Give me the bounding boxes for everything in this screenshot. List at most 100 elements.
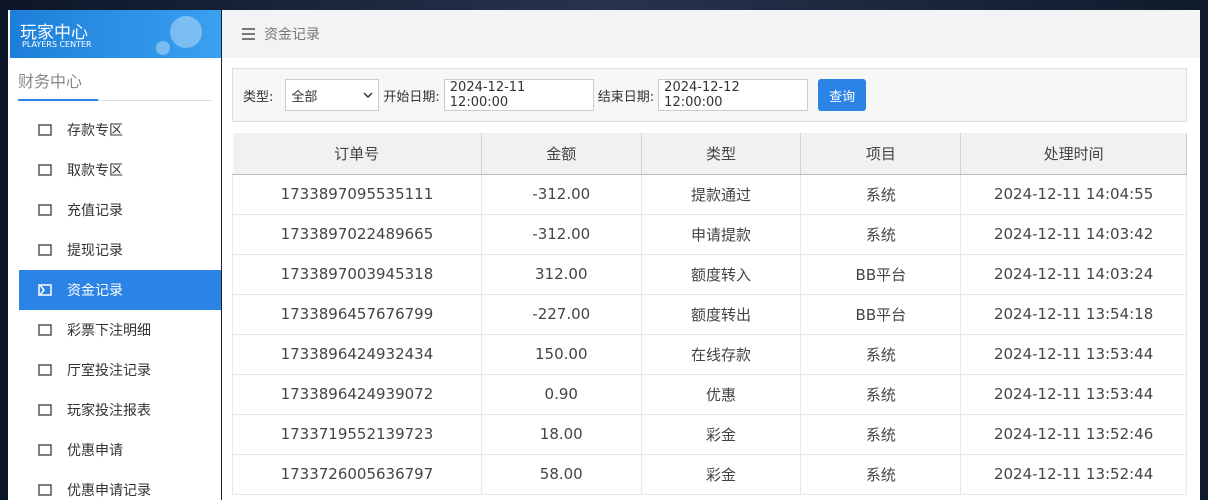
menu-item[interactable]: 资金记录	[19, 270, 221, 310]
menu-item[interactable]: 存款专区	[19, 110, 221, 150]
end-value: 2024-12-12 12:00:00	[664, 80, 740, 110]
menu-text: 资金记录	[67, 283, 123, 299]
table-cell: 彩金	[640, 413, 802, 455]
main: 资金记录 类型: 全部 开始日期: 2024-12-11 12:00:00 结束…	[222, 10, 1200, 500]
table-cell: 系统	[800, 373, 962, 415]
table-cell: 1733726005636797	[232, 453, 482, 495]
table-cell: -312.00	[480, 213, 642, 255]
menu-item[interactable]: 提现记录	[19, 230, 221, 270]
end-input[interactable]: 2024-12-12 12:00:00	[658, 79, 809, 111]
table-cell: -312.00	[480, 173, 642, 215]
select-arrow	[363, 92, 373, 98]
menu-icon	[38, 324, 52, 336]
column-header: 处理时间	[960, 133, 1187, 175]
table-cell: 1733896457676799	[232, 293, 482, 335]
icon-shape	[38, 124, 52, 136]
icon-shape	[38, 164, 52, 176]
menu-item[interactable]: 优惠申请	[19, 430, 221, 470]
breadcrumb-text: 资金记录	[264, 27, 320, 43]
start-input[interactable]: 2024-12-11 12:00:00	[443, 79, 594, 111]
table-cell: BB平台	[800, 253, 962, 295]
menu-text: 厅室投注记录	[67, 363, 151, 379]
table-cell: 0.90	[480, 373, 642, 415]
icon-shape	[38, 404, 52, 416]
menu-icon	[38, 124, 52, 136]
menu-item[interactable]: 玩家投注报表	[19, 390, 221, 430]
icon-shape	[38, 364, 52, 376]
menu-item[interactable]: 充值记录	[19, 190, 221, 230]
column-header: 订单号	[232, 133, 482, 175]
menu-text: 优惠申请记录	[67, 483, 151, 499]
type-select[interactable]: 全部	[285, 79, 380, 111]
column-header: 金额	[481, 133, 642, 175]
menu-text: 提现记录	[67, 243, 123, 259]
table-cell: 1733897095535111	[232, 173, 482, 215]
menu-icon	[38, 284, 52, 296]
table-cell: 1733719552139723	[232, 413, 482, 455]
table-cell: -227.00	[480, 293, 642, 335]
table-cell: 2024-12-11 14:03:42	[960, 213, 1187, 255]
logo-title: 玩家中心	[20, 23, 88, 43]
table-row: 1733896424932434 150.00 在线存款 系统 2024-12-11 1…	[232, 333, 1187, 375]
table-cell: 58.00	[480, 453, 642, 495]
breadcrumb: 资金记录	[222, 10, 1200, 58]
records-table: 订单号 金额 类型 项目 处理时间 1733897095535111 -312.00 提款通过…	[232, 133, 1187, 495]
table-cell: 额度转出	[640, 293, 802, 335]
table-cell: 2024-12-11 13:53:44	[960, 373, 1187, 415]
header-row: 订单号 金额 类型 项目 处理时间	[232, 133, 1187, 175]
start-value: 2024-12-11 12:00:00	[449, 80, 526, 110]
menu-item[interactable]: 厅室投注记录	[19, 350, 221, 390]
section-text: 财务中心	[18, 68, 98, 101]
table-cell: 系统	[800, 213, 962, 255]
icon-shape	[38, 484, 52, 496]
menu-icon	[38, 164, 52, 176]
table-cell: 1733897003945318	[232, 253, 482, 295]
menu-icon	[38, 404, 52, 416]
table-cell: BB平台	[800, 293, 962, 335]
table-cell: 系统	[800, 333, 962, 375]
menu-text: 玩家投注报表	[67, 403, 151, 419]
table-row: 1733726005636797 58.00 彩金 系统 2024-12-11 13:5…	[232, 453, 1187, 495]
logo-art	[156, 16, 202, 55]
table-cell: 2024-12-11 13:53:44	[960, 333, 1187, 375]
type-label: 类型:	[243, 89, 274, 105]
table-cell: 额度转入	[640, 253, 802, 295]
menu-icon	[38, 444, 52, 456]
filter-bar: 类型: 全部 开始日期: 2024-12-11 12:00:00 结束日期: 2…	[232, 68, 1187, 122]
table-cell: 1733897022489665	[232, 213, 482, 255]
logo[interactable]: 玩家中心 PLAYERS CENTER	[10, 10, 221, 58]
icon-shape	[38, 204, 52, 216]
column-header: 类型	[641, 133, 802, 175]
end-label: 结束日期:	[597, 89, 655, 105]
table-row: 1733896457676799 -227.00 额度转出 BB平台 2024-12-1…	[232, 293, 1187, 335]
query-button[interactable]: 查询	[818, 79, 867, 111]
menu-text: 优惠申请	[67, 443, 123, 459]
icon-shape	[38, 324, 52, 336]
menu-item[interactable]: 彩票下注明细	[19, 310, 221, 350]
table-body: 1733897095535111 -312.00 提款通过 系统 2024-12-11 …	[232, 173, 1187, 495]
table-cell: 系统	[800, 173, 962, 215]
menu-item[interactable]: 优惠申请记录	[19, 470, 221, 500]
table-cell: 彩金	[640, 453, 802, 495]
chevron-shape	[39, 284, 45, 296]
menu-icon	[38, 484, 52, 496]
sidebar: 玩家中心 PLAYERS CENTER 财务中心 存款专区取款专区充值记录提现记…	[8, 10, 221, 500]
menu-item[interactable]: 取款专区	[19, 150, 221, 190]
table-row: 1733897003945318 312.00 额度转入 BB平台 2024-12-11…	[232, 253, 1187, 295]
table-cell: 2024-12-11 13:54:18	[960, 293, 1187, 335]
logo-subtitle: PLAYERS CENTER	[22, 40, 92, 49]
table-cell: 1733896424932434	[232, 333, 482, 375]
chevron	[39, 284, 45, 296]
icon-shape	[38, 444, 52, 456]
column-header: 项目	[800, 133, 962, 175]
menu-text: 彩票下注明细	[67, 323, 151, 339]
table-cell: 312.00	[480, 253, 642, 295]
table-cell: 2024-12-11 13:52:44	[960, 453, 1187, 495]
menu-text: 取款专区	[67, 163, 123, 179]
table-cell: 优惠	[640, 373, 802, 415]
table-cell: 在线存款	[640, 333, 802, 375]
table-cell: 150.00	[480, 333, 642, 375]
table-cell: 系统	[800, 413, 962, 455]
table-row: 1733719552139723 18.00 彩金 系统 2024-12-11 13:5…	[232, 413, 1187, 455]
